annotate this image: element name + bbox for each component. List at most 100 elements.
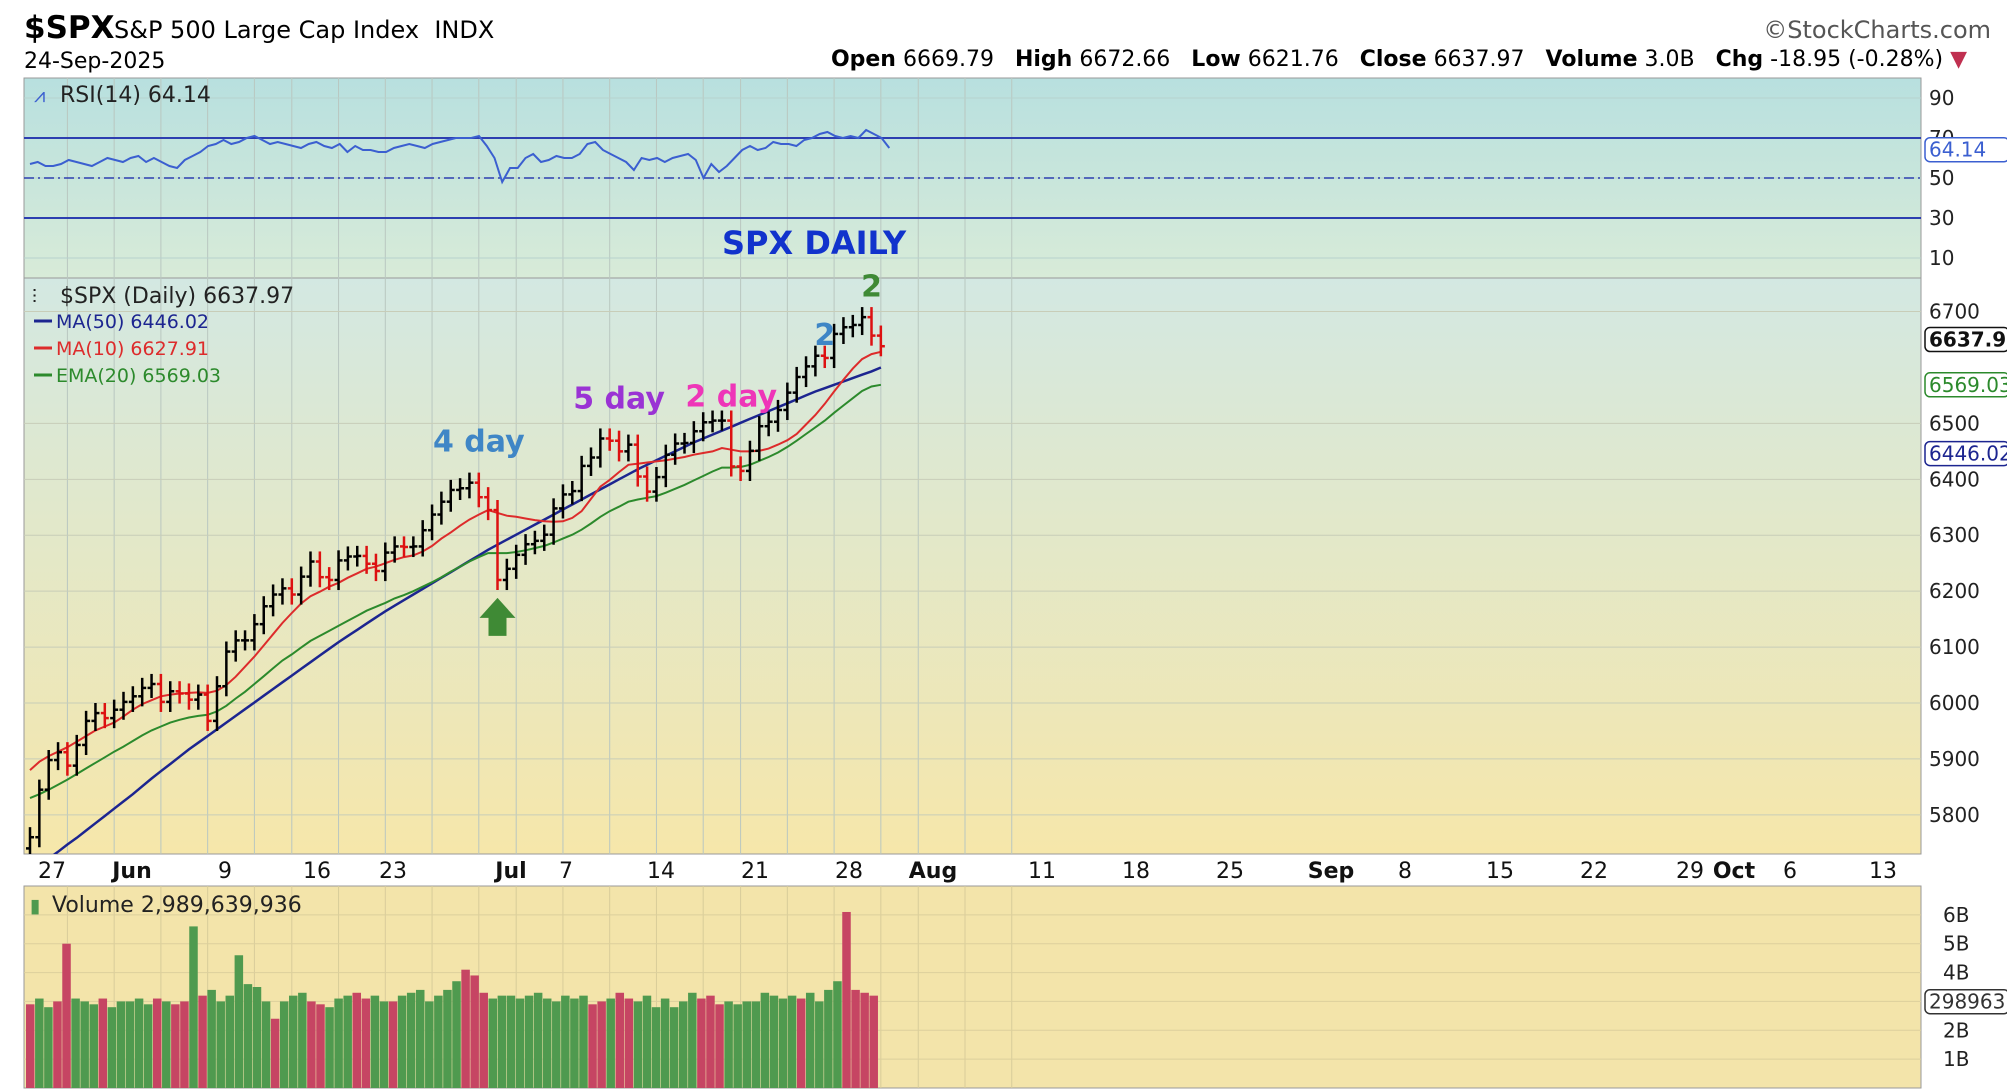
volume-bar	[515, 998, 525, 1088]
volume-bar	[216, 1001, 225, 1088]
price-tick-label: 6700	[1929, 300, 1980, 324]
volume-bar	[107, 1007, 117, 1088]
exchange-label: INDX	[434, 16, 495, 44]
volume-bar	[370, 995, 380, 1088]
volume-tick-label: 6B	[1943, 903, 1969, 927]
high-value: 6672.66	[1079, 47, 1171, 72]
volume-bar	[289, 995, 298, 1088]
annotation-label: 2	[814, 318, 835, 353]
annotation-label: 2 day	[685, 380, 777, 415]
index-name: S&P 500 Large Cap Index INDX	[114, 16, 494, 44]
volume-bar	[851, 989, 860, 1088]
volume-bar	[778, 998, 788, 1088]
x-tick-label: Sep	[1308, 859, 1355, 884]
volume-bar	[751, 1001, 761, 1088]
x-tick-label: Oct	[1713, 859, 1756, 884]
chg-label: Chg	[1715, 47, 1764, 72]
close-value-tag: 6637.97	[1929, 328, 2007, 352]
volume-bar	[261, 1001, 271, 1088]
price-panel	[23, 277, 1922, 855]
stockcharts-logo[interactable]: ©StockCharts.com	[1763, 16, 1991, 44]
annotation-label: 4 day	[433, 424, 525, 459]
volume-value: 3.0B	[1644, 47, 1695, 72]
price-tick-label: 6100	[1929, 635, 1980, 659]
x-tick-label: Jul	[493, 859, 526, 884]
high-label: High	[1014, 47, 1073, 72]
volume-bars-icon: ▮	[30, 895, 40, 917]
ma10-line	[29, 350, 882, 771]
rsi-tick-label: 50	[1929, 166, 1954, 190]
volume-bar	[542, 998, 552, 1088]
close-value: 6637.97	[1433, 47, 1525, 72]
volume-bar	[198, 995, 207, 1088]
x-tick-label: 14	[647, 859, 675, 884]
volume-bar	[715, 1004, 724, 1088]
annotation-label: 5 day	[573, 381, 665, 416]
x-tick-label: 28	[835, 859, 863, 884]
volume-bar	[35, 998, 44, 1088]
volume-bar	[615, 992, 625, 1088]
open-label: Open	[830, 47, 896, 72]
volume-bar	[760, 992, 770, 1088]
volume-tick-label: 1B	[1943, 1047, 1969, 1071]
x-tick-label: 22	[1580, 859, 1608, 884]
price-tick-label: 6000	[1929, 691, 1980, 715]
volume-bar	[116, 1001, 126, 1088]
volume-bar	[742, 1001, 751, 1088]
volume-bar	[787, 995, 797, 1088]
volume-bar	[234, 955, 244, 1088]
volume-bar	[434, 995, 443, 1088]
rsi-value-tag-box	[1924, 136, 2007, 163]
x-tick-label: 9	[218, 859, 232, 884]
volume-bar	[134, 998, 144, 1088]
volume-bar	[352, 992, 362, 1088]
volume-bar	[62, 943, 71, 1088]
spx-daily-title: SPX DAILY	[722, 224, 907, 262]
volume-bar	[488, 998, 498, 1088]
volume-tick-label: 4B	[1943, 961, 1969, 985]
legend-ma10: MA(10) 6627.91	[56, 338, 209, 360]
volume-layer	[26, 911, 878, 1088]
volume-bar	[479, 992, 488, 1088]
volume-bar	[252, 987, 262, 1088]
volume-bar	[379, 1001, 389, 1088]
volume-bar	[279, 1001, 289, 1088]
volume-bar	[452, 981, 461, 1088]
rsi-tick-label: 90	[1929, 86, 1954, 110]
legend-spx: $SPX (Daily) 6637.97	[60, 284, 294, 309]
volume-bar	[660, 998, 670, 1088]
volume-bar	[461, 969, 470, 1088]
volume-bar	[425, 1001, 434, 1088]
legend-ma50: MA(50) 6446.02	[56, 311, 209, 333]
volume-bar	[162, 1001, 171, 1088]
rsi-layer	[24, 128, 1921, 219]
volume-bar	[724, 1001, 733, 1088]
volume-bar	[597, 1001, 606, 1088]
volume-bar	[125, 1001, 135, 1088]
volume-bar	[71, 998, 80, 1088]
x-tick-label: 29	[1676, 859, 1704, 884]
volume-bar	[307, 1001, 316, 1088]
volume-bar	[679, 1001, 688, 1088]
volume-bar	[588, 1004, 597, 1088]
volume-bar	[361, 998, 371, 1088]
volume-bar	[334, 998, 343, 1088]
rsi-tick-label: 10	[1929, 246, 1954, 270]
volume-panel	[23, 885, 1922, 1089]
volume-bar	[805, 992, 815, 1088]
x-tick-label: 16	[303, 859, 331, 884]
price-tick-label: 6500	[1929, 411, 1980, 435]
volume-tick-label: 2B	[1943, 1018, 1969, 1042]
x-tick-label: 23	[379, 859, 407, 884]
volume-bar	[506, 995, 516, 1088]
volume-bar	[89, 1004, 98, 1088]
ma50-value-tag: 6446.02	[1929, 442, 2007, 466]
x-tick-label: 18	[1122, 859, 1150, 884]
volume-bar	[270, 1018, 280, 1088]
volume-bar	[44, 1007, 53, 1088]
x-tick-label: 8	[1398, 859, 1412, 884]
volume-bar	[579, 995, 588, 1088]
volume-bar	[26, 1004, 35, 1088]
price-layer	[26, 307, 885, 854]
